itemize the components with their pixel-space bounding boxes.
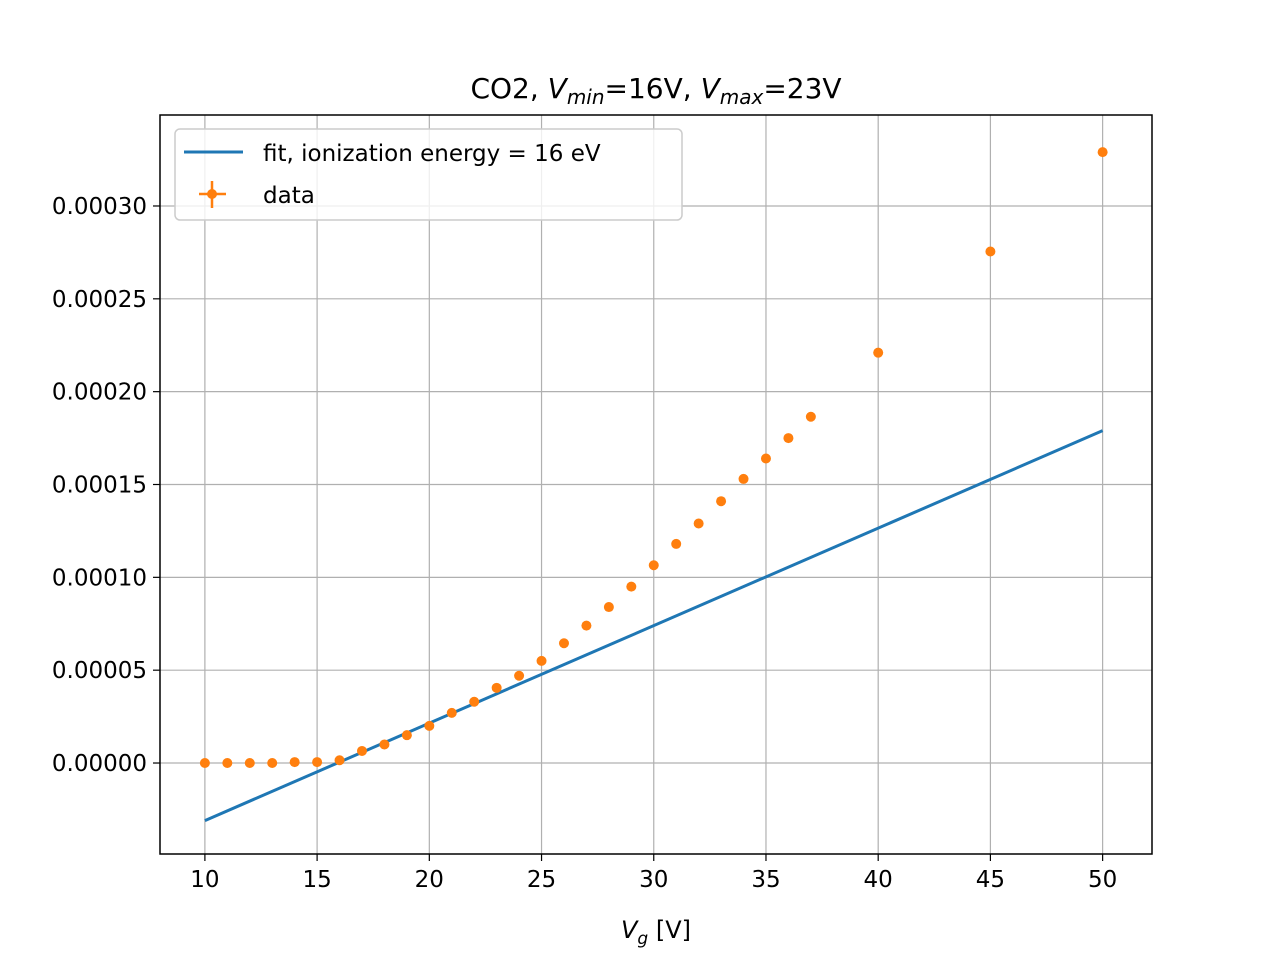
legend-swatch-data-marker [199, 181, 226, 208]
x-tick-label: 45 [976, 867, 1005, 893]
data-point [446, 707, 457, 718]
x-tick-label: 40 [864, 867, 893, 893]
xlabel-symbol: V [621, 916, 639, 944]
x-tick-label: 50 [1088, 867, 1117, 893]
title-vmin-symbol: V [548, 72, 569, 105]
title-vmin-sub: min [567, 85, 605, 109]
data-point [1097, 147, 1108, 158]
xlabel-unit: [V] [648, 916, 691, 944]
x-tick-label: 15 [302, 867, 331, 893]
data-point [648, 560, 659, 571]
y-tick-label: 0.00005 [52, 658, 147, 684]
data-point [626, 581, 637, 592]
x-tick-label: 25 [527, 867, 556, 893]
y-tick-label: 0.00025 [52, 287, 147, 313]
data-point [603, 602, 614, 613]
title-vmax-sub: max [720, 85, 764, 109]
data-point [199, 758, 210, 769]
title-prefix: CO2, [470, 72, 547, 105]
data-point [424, 720, 435, 731]
data-point [716, 496, 727, 507]
xlabel-sub: g [637, 929, 648, 949]
y-tick-label: 0.00000 [52, 751, 147, 777]
data-point [671, 538, 682, 549]
data-point [873, 347, 884, 358]
legend-label-data: data [263, 183, 315, 209]
data-point [558, 638, 569, 649]
data-point [312, 757, 323, 768]
data-point [289, 757, 300, 768]
legend-data-dot [207, 189, 217, 199]
data-point [581, 620, 592, 631]
series [199, 147, 1108, 822]
y-tick-label: 0.00010 [52, 565, 147, 591]
data-point [356, 745, 367, 756]
data-point [379, 739, 390, 750]
data-point [536, 655, 547, 666]
title-vmin-value: =16V, [605, 72, 701, 105]
chart-title: CO2, Vmin=16V, Vmax=23V [470, 72, 841, 109]
y-tick-label: 0.00020 [52, 380, 147, 406]
data-point [985, 246, 996, 257]
x-tick-label: 35 [751, 867, 780, 893]
data-point [783, 433, 794, 444]
data-point [760, 453, 771, 464]
data-point [267, 758, 278, 769]
data-point [693, 518, 704, 529]
x-axis-label: Vg [V] [621, 916, 691, 949]
legend-label-fit: fit, ionization energy = 16 eV [263, 141, 601, 167]
data-point [222, 758, 233, 769]
data-point [469, 696, 480, 707]
data-point [805, 411, 816, 422]
data-point [244, 758, 255, 769]
data-point [334, 755, 345, 766]
data-point [514, 670, 525, 681]
x-tick-label: 20 [415, 867, 444, 893]
fit-line [204, 429, 1104, 822]
ticks: 10 15 20 25 30 35 40 45 50 0.00000 0.00005 0.00010 0… [52, 194, 1117, 893]
title-vmax-symbol: V [701, 72, 722, 105]
data-point [401, 730, 412, 741]
data-point [491, 682, 502, 693]
title-vmax-value: =23V [763, 72, 841, 105]
y-tick-label: 0.00015 [52, 473, 147, 499]
x-tick-label: 10 [190, 867, 219, 893]
legend-box [174, 128, 683, 221]
legend: fit, ionization energy = 16 eV data [174, 128, 683, 221]
grid [160, 115, 1152, 854]
y-tick-label: 0.00030 [52, 194, 147, 220]
x-tick-label: 30 [639, 867, 668, 893]
data-point [738, 473, 749, 484]
